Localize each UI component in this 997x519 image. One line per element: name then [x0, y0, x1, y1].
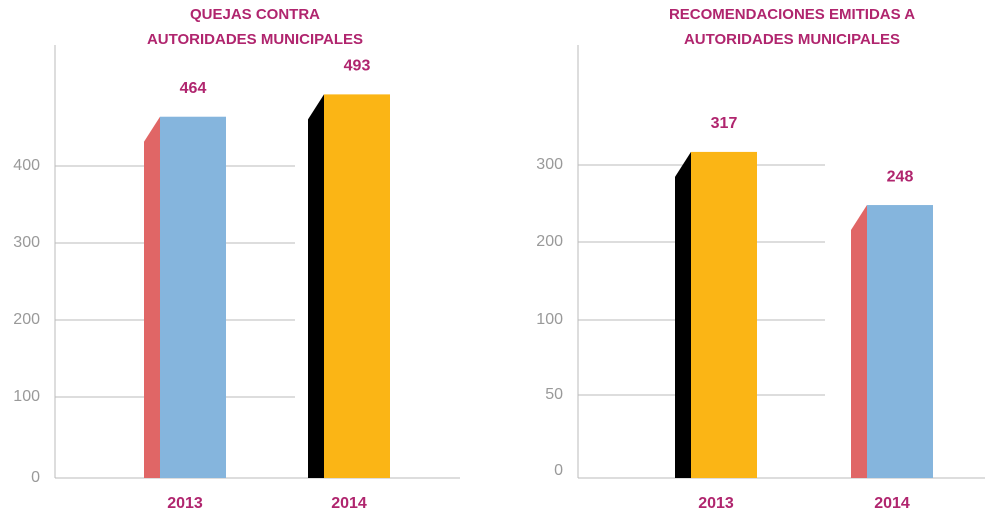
y-tick-label: 0 — [31, 469, 40, 486]
bar — [867, 205, 933, 479]
y-tick-label: 50 — [545, 386, 563, 403]
bar-side — [675, 151, 691, 478]
bar-side — [851, 205, 867, 479]
y-tick-label: 400 — [13, 157, 40, 174]
chart-title: AUTORIDADES MUNICIPALES — [147, 31, 363, 48]
x-tick-label: 2014 — [331, 495, 367, 512]
chart-title: AUTORIDADES MUNICIPALES — [684, 31, 900, 48]
y-tick-label: 200 — [536, 233, 563, 250]
value-label: 248 — [887, 168, 914, 185]
bar-side — [308, 94, 324, 478]
y-tick-label: 100 — [13, 388, 40, 405]
y-tick-label: 300 — [536, 156, 563, 173]
bar — [691, 151, 757, 478]
bar — [324, 94, 390, 478]
x-tick-label: 2013 — [698, 495, 734, 512]
value-label: 493 — [344, 58, 371, 75]
y-tick-label: 200 — [13, 311, 40, 328]
bar-side — [144, 116, 160, 478]
chart-title: QUEJAS CONTRA — [190, 6, 320, 23]
y-tick-label: 0 — [554, 462, 563, 479]
value-label: 464 — [180, 80, 207, 97]
value-label: 317 — [711, 115, 738, 132]
y-tick-label: 100 — [536, 311, 563, 328]
x-tick-label: 2014 — [874, 495, 910, 512]
y-tick-label: 300 — [13, 234, 40, 251]
chart-title: RECOMENDACIONES EMITIDAS A — [669, 6, 915, 23]
x-tick-label: 2013 — [167, 495, 203, 512]
bar — [160, 116, 226, 478]
